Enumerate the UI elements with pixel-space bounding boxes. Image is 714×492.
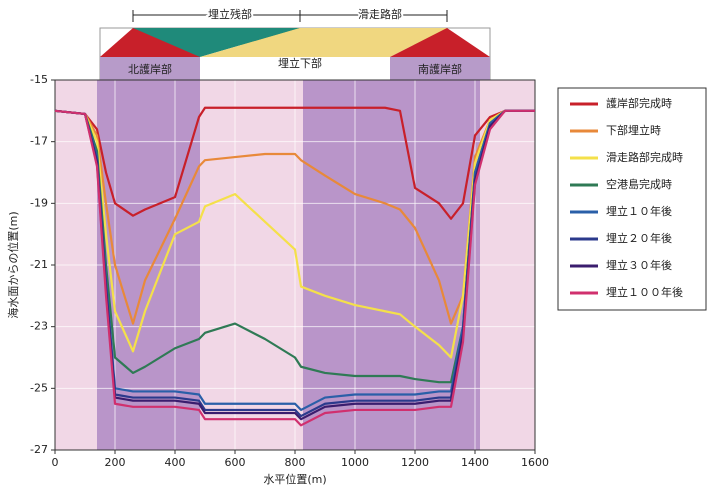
- legend-label: 埋立２０年後: [606, 231, 672, 245]
- x-tick-label: 1600: [521, 456, 549, 469]
- annotation: 埋立下部: [278, 56, 322, 70]
- x-tick-label: 0: [52, 456, 59, 469]
- chart: 埋立残部 滑走路部 北護岸部 埋立下部 南護岸部 水平位置(m) 海水面からの位…: [0, 0, 714, 488]
- annotation: 滑走路部: [358, 7, 402, 21]
- top-diagram: 埋立残部 滑走路部 北護岸部 埋立下部 南護岸部: [100, 7, 490, 80]
- annotation: 北護岸部: [128, 62, 172, 76]
- legend-label: 護岸部完成時: [606, 96, 672, 110]
- x-tick-label: 800: [285, 456, 306, 469]
- legend-label: 埋立１０年後: [606, 204, 672, 218]
- y-tick-label: -19: [30, 196, 48, 209]
- legend-label: 埋立３０年後: [606, 258, 672, 272]
- x-tick-label: 200: [105, 456, 126, 469]
- x-tick-label: 1000: [341, 456, 369, 469]
- legend-label: 滑走路部完成時: [606, 150, 683, 164]
- annotation: 埋立残部: [208, 7, 252, 21]
- y-tick-label: -27: [30, 443, 48, 456]
- x-axis-label: 水平位置(m): [263, 472, 326, 486]
- legend: [558, 88, 706, 310]
- y-tick-label: -25: [30, 381, 48, 394]
- legend-label: 埋立１００年後: [606, 285, 683, 299]
- legend-label: 下部埋立時: [606, 123, 661, 137]
- x-tick-label: 400: [165, 456, 186, 469]
- annotation: 南護岸部: [418, 62, 462, 76]
- x-tick-label: 600: [225, 456, 246, 469]
- y-tick-label: -17: [30, 135, 48, 148]
- x-tick-label: 1200: [401, 456, 429, 469]
- y-tick-label: -15: [30, 73, 48, 86]
- x-tick-label: 1400: [461, 456, 489, 469]
- y-tick-label: -23: [30, 320, 48, 333]
- legend-label: 空港島完成時: [606, 177, 672, 191]
- y-axis-label: 海水面からの位置(m): [6, 211, 20, 318]
- y-tick-label: -21: [30, 258, 48, 271]
